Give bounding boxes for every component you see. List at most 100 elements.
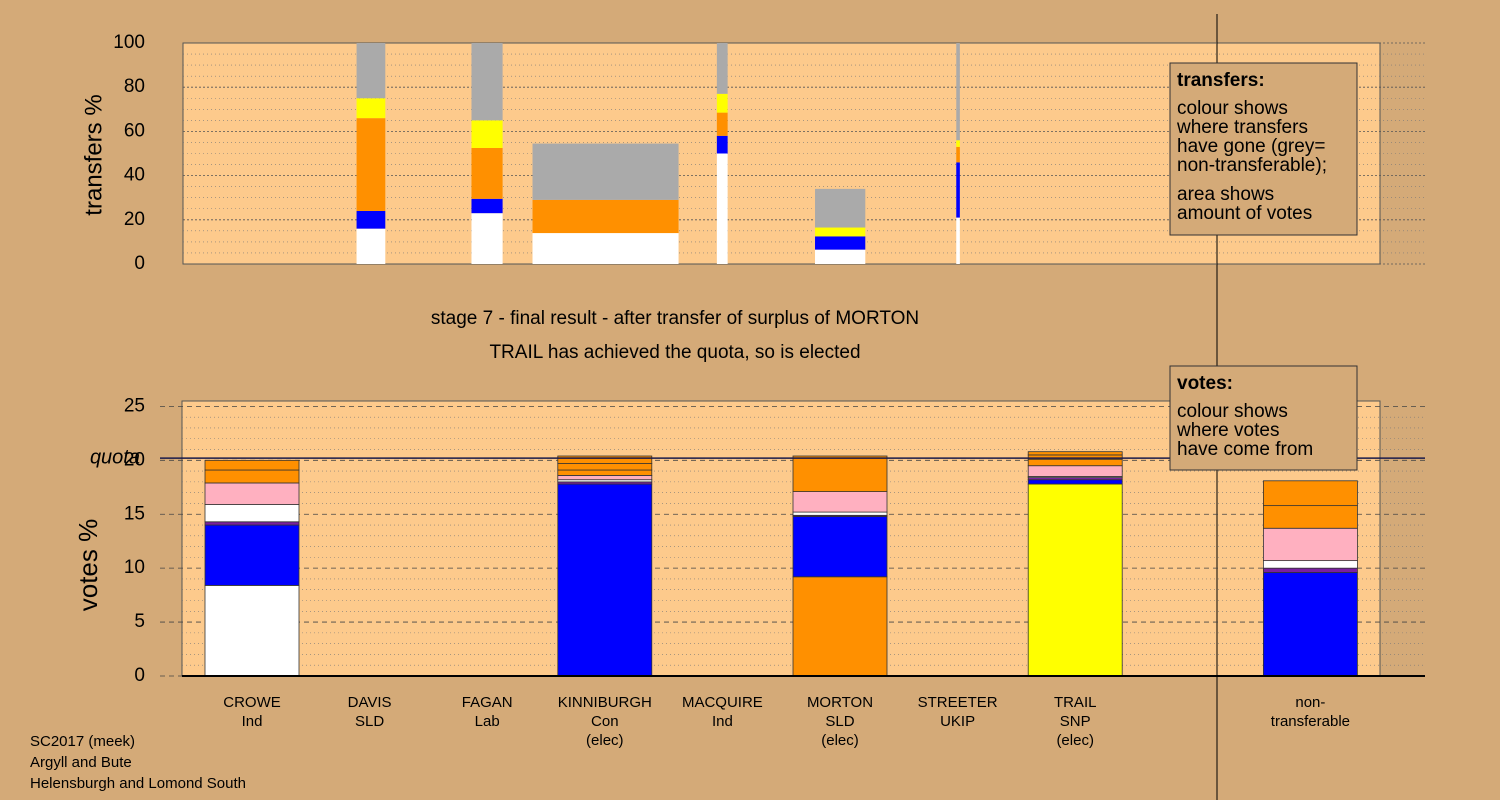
bar-segment: [792, 455, 888, 492]
legend-text: area shows: [1177, 184, 1274, 205]
legend-text: have come from: [1177, 439, 1313, 460]
legend-text: where votes: [1176, 420, 1279, 441]
bar-segment: [557, 455, 653, 464]
x-tick-label: MACQUIRE: [682, 694, 763, 711]
x-tick-label: Con: [591, 713, 619, 730]
bar-segment: [815, 227, 866, 237]
bar-segment: [956, 146, 960, 163]
bar-segment: [204, 469, 300, 484]
y-axis-label: votes %: [73, 519, 103, 612]
bar-segment: [716, 43, 728, 94]
bar-segment: [1027, 479, 1123, 485]
legend-text: colour shows: [1177, 401, 1288, 422]
subtitle: TRAIL has achieved the quota, so is elec…: [489, 342, 860, 363]
bar-segment: [792, 576, 888, 677]
x-tick-label: Ind: [242, 713, 263, 730]
bar-segment: [792, 511, 888, 516]
y-tick-label: 25: [124, 395, 145, 416]
x-tick-label: Lab: [475, 713, 500, 730]
x-tick-label: DAVIS: [348, 694, 392, 711]
x-tick-label: non-: [1295, 694, 1325, 711]
bar-segment: [1263, 480, 1358, 507]
x-tick-label: FAGAN: [462, 694, 513, 711]
bar-segment: [815, 236, 866, 250]
bar-segment: [792, 515, 888, 578]
bar-segment: [1263, 560, 1358, 569]
legend-text: have gone (grey=: [1177, 136, 1325, 157]
bar-segment: [956, 162, 960, 218]
title: stage 7 - final result - after transfer …: [431, 308, 919, 329]
x-tick-label: (elec): [821, 732, 859, 749]
x-tick-label: CROWE: [223, 694, 281, 711]
x-tick-label: SLD: [825, 713, 854, 730]
bar-segment: [792, 491, 888, 513]
bar-segment: [956, 217, 960, 264]
legend-box: [1169, 365, 1358, 471]
bar-segment: [204, 585, 300, 677]
x-tick-label: KINNIBURGH: [558, 694, 652, 711]
legend-text: where transfers: [1176, 117, 1308, 138]
y-tick-label: 10: [124, 557, 145, 578]
bar-segment: [1263, 505, 1358, 529]
bar-segment: [356, 228, 386, 264]
bar-segment: [204, 504, 300, 523]
bar-segment: [532, 143, 679, 200]
bar-segment: [1027, 483, 1123, 677]
bar-segment: [1263, 567, 1358, 573]
bar-segment: [204, 482, 300, 505]
bar-segment: [356, 43, 386, 99]
bar-segment: [557, 463, 653, 471]
bar-segment: [356, 210, 386, 229]
bar-segment: [716, 93, 728, 113]
bar-segment: [204, 521, 300, 526]
y-tick-label: 0: [134, 665, 145, 686]
x-tick-label: (elec): [1056, 732, 1094, 749]
bar-segment: [471, 147, 503, 199]
x-tick-label: (elec): [586, 732, 624, 749]
y-tick-label: 100: [113, 32, 145, 53]
y-tick-label: 60: [124, 120, 145, 141]
bar-segment: [815, 249, 866, 264]
footer-text: Argyll and Bute: [30, 754, 132, 771]
bar-segment: [356, 98, 386, 119]
y-tick-label: 80: [124, 76, 145, 97]
bar-segment: [557, 483, 653, 677]
x-tick-label: UKIP: [940, 713, 975, 730]
marks: quota: [90, 43, 1425, 677]
y-tick-label: 40: [124, 165, 145, 186]
x-tick-label: MORTON: [807, 694, 873, 711]
x-tick-label: SNP: [1060, 713, 1091, 730]
bar-segment: [716, 153, 728, 264]
y-tick-label: 15: [124, 503, 145, 524]
bar-segment: [471, 213, 503, 264]
bar-segment: [1263, 572, 1358, 677]
x-tick-label: Ind: [712, 713, 733, 730]
bar-segment: [471, 120, 503, 148]
y-axis-label: transfers %: [80, 94, 107, 215]
x-tick-label: SLD: [355, 713, 384, 730]
bar-segment: [1027, 451, 1123, 456]
bar-segment: [716, 112, 728, 136]
quota-label: quota: [90, 446, 140, 468]
x-tick-label: TRAIL: [1054, 694, 1097, 711]
bar-segment: [204, 459, 300, 471]
bar-segment: [1263, 527, 1358, 562]
legend-text: non-transferable);: [1177, 155, 1327, 176]
y-tick-label: 20: [124, 209, 145, 230]
bar-segment: [532, 199, 679, 234]
x-tick-label: STREETER: [918, 694, 998, 711]
bar-segment: [956, 140, 960, 147]
bar-segment: [471, 198, 503, 214]
bar-segment: [1027, 458, 1123, 467]
bar-segment: [716, 135, 728, 154]
legend-title: transfers:: [1177, 70, 1265, 91]
legend-box: [1169, 62, 1358, 236]
footer-text: Helensburgh and Lomond South: [30, 775, 246, 792]
y-tick-label: 5: [134, 611, 145, 632]
footer: SC2017 (meek) Argyll and Bute Helensburgh …: [30, 733, 246, 792]
bar-segment: [1027, 465, 1123, 477]
bar-segment: [557, 475, 653, 481]
bar-segment: [204, 524, 300, 586]
